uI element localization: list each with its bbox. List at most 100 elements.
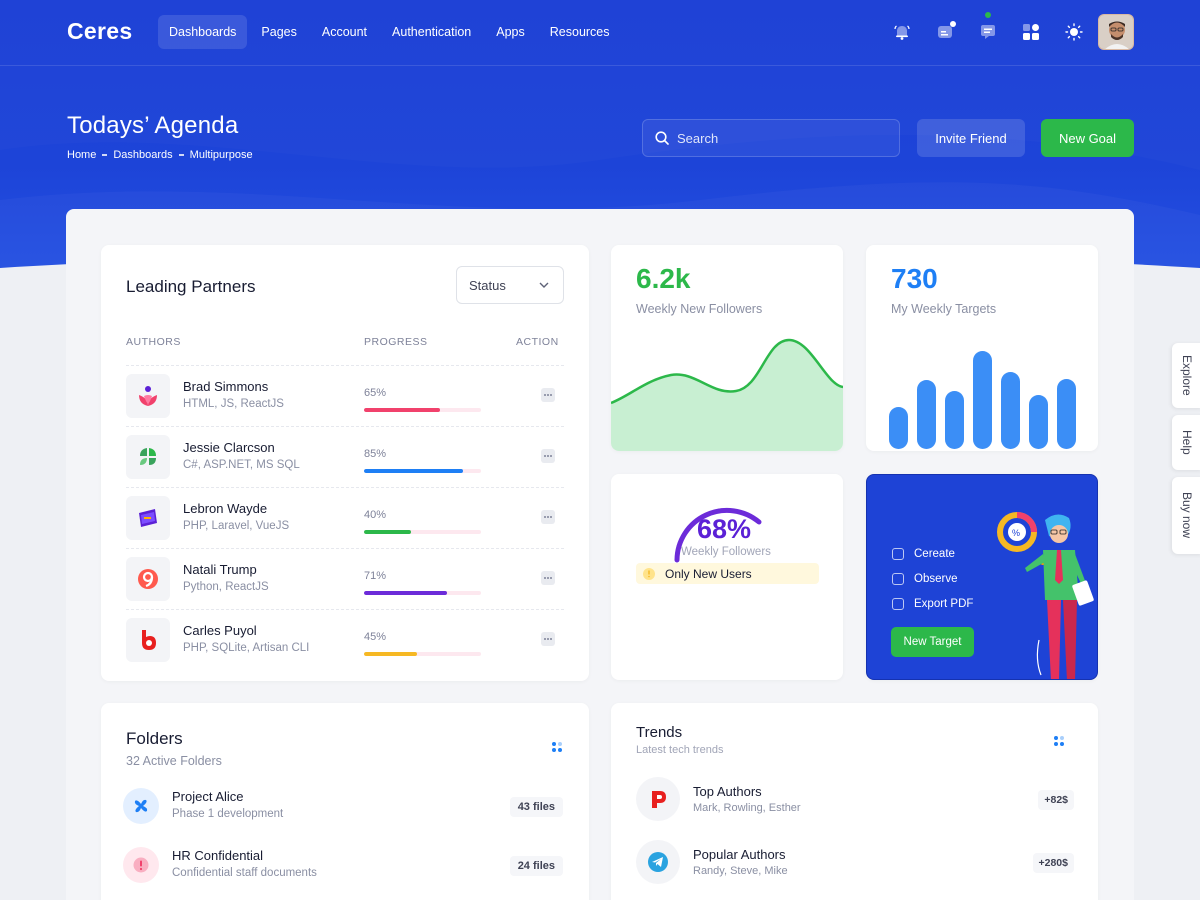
gauge-value: 68% xyxy=(697,514,752,544)
side-tab-explore[interactable]: Explore xyxy=(1172,343,1200,408)
partner-name[interactable]: Jessie Clarcson xyxy=(183,440,275,455)
folder-name[interactable]: Project Alice xyxy=(172,789,244,804)
column-header-authors: AUTHORS xyxy=(126,336,181,348)
leading-partners-card: Leading Partners Status AUTHORS PROGRESS… xyxy=(101,245,589,681)
partner-row: Natali Trump Python, ReactJS 71% xyxy=(126,548,564,609)
status-dropdown-value: Status xyxy=(469,277,506,293)
checklist-item[interactable]: Export PDF xyxy=(892,598,973,610)
folder-name[interactable]: HR Confidential xyxy=(172,848,264,863)
breadcrumb-home[interactable]: Home xyxy=(67,149,97,161)
side-tab-help[interactable]: Help xyxy=(1172,415,1200,470)
folder-item[interactable]: HR Confidential Confidential staff docum… xyxy=(123,847,563,897)
sun-icon[interactable] xyxy=(1058,16,1090,48)
side-tab-buy-now[interactable]: Buy now xyxy=(1172,477,1200,554)
progress-bar xyxy=(364,469,481,473)
card-subtitle: Latest tech trends xyxy=(636,744,724,756)
folder-icon xyxy=(123,788,159,824)
apps-grid-icon[interactable] xyxy=(1015,16,1047,48)
breadcrumb: Home Dashboards Multipurpose xyxy=(67,149,253,161)
checklist-item[interactable]: Observe xyxy=(892,573,957,585)
invite-friend-button[interactable]: Invite Friend xyxy=(917,119,1025,157)
more-actions-button[interactable] xyxy=(541,449,555,463)
online-dot xyxy=(985,12,991,18)
followers-label: Weekly New Followers xyxy=(636,302,763,316)
page-title: Todays’ Agenda xyxy=(67,112,239,139)
nav-item-account[interactable]: Account xyxy=(321,25,368,39)
status-dropdown[interactable]: Status xyxy=(456,266,564,304)
trend-description: Mark, Rowling, Esther xyxy=(693,802,801,814)
gauge-arc xyxy=(674,507,762,563)
breadcrumb-separator xyxy=(102,154,108,156)
trend-value-badge: +82$ xyxy=(1038,790,1074,810)
ellipsis-icon xyxy=(544,638,552,640)
checklist-item[interactable]: Cereate xyxy=(892,548,955,560)
folder-item[interactable]: Project Alice Phase 1 development 43 fil… xyxy=(123,788,563,838)
chat-icon[interactable] xyxy=(929,16,961,48)
weekly-followers-gauge-card: 68% Weekly Followers Only New Users xyxy=(611,474,843,680)
user-avatar[interactable] xyxy=(1098,14,1134,50)
checkbox-icon xyxy=(892,573,904,585)
trend-logo xyxy=(636,777,680,821)
trend-name[interactable]: Popular Authors xyxy=(693,847,786,862)
message-icon[interactable] xyxy=(972,12,1004,48)
partner-logo xyxy=(126,496,170,540)
nav-item-apps[interactable]: Apps xyxy=(496,25,525,39)
partner-row: Carles Puyol PHP, SQLite, Artisan CLI 45… xyxy=(126,609,564,670)
breadcrumb-dashboards[interactable]: Dashboards xyxy=(113,149,173,161)
progress-percent: 65% xyxy=(364,387,387,399)
svg-text:%: % xyxy=(1012,528,1020,538)
partner-name[interactable]: Brad Simmons xyxy=(183,379,269,394)
new-target-button[interactable]: New Target xyxy=(891,627,974,657)
more-actions-button[interactable] xyxy=(541,632,555,646)
ellipsis-icon xyxy=(544,455,552,457)
nav-item-dashboards[interactable]: Dashboards xyxy=(158,15,248,49)
targets-bar-chart xyxy=(889,351,1076,449)
topbar-icons xyxy=(886,12,1101,48)
partner-name[interactable]: Carles Puyol xyxy=(183,623,257,638)
new-goal-button[interactable]: New Goal xyxy=(1041,119,1134,157)
checkbox-icon xyxy=(892,598,904,610)
p-logo-icon xyxy=(652,791,666,808)
nav-item-resources[interactable]: Resources xyxy=(549,25,610,39)
partner-skills: C#, ASP.NET, MS SQL xyxy=(183,459,300,471)
app-logo[interactable]: Ceres xyxy=(67,18,133,44)
trend-item[interactable]: Top Authors Mark, Rowling, Esther +82$ xyxy=(636,777,1074,823)
more-actions-button[interactable] xyxy=(541,571,555,585)
more-actions-button[interactable] xyxy=(541,388,555,402)
targets-label: My Weekly Targets xyxy=(891,302,997,316)
partner-skills: Python, ReactJS xyxy=(183,581,269,593)
targets-value: 730 xyxy=(891,263,938,294)
nav-item-pages[interactable]: Pages xyxy=(261,25,297,39)
partner-skills: PHP, SQLite, Artisan CLI xyxy=(183,642,310,654)
card-subtitle: 32 Active Folders xyxy=(126,754,222,768)
side-tab-label: Buy now xyxy=(1180,492,1194,539)
followers-value: 6.2k xyxy=(636,263,691,294)
telegram-icon xyxy=(648,852,668,872)
folder-icon xyxy=(123,847,159,883)
nav-item-authentication[interactable]: Authentication xyxy=(392,25,472,39)
card-menu-icon[interactable] xyxy=(551,741,563,753)
card-menu-icon[interactable] xyxy=(1053,735,1065,747)
bell-icon[interactable] xyxy=(886,16,918,48)
person-illustration: % xyxy=(997,512,1094,679)
trend-name[interactable]: Top Authors xyxy=(693,784,762,799)
partner-name[interactable]: Natali Trump xyxy=(183,562,257,577)
folder-description: Confidential staff documents xyxy=(172,867,317,879)
notification-dot xyxy=(950,21,956,27)
folders-card: Folders 32 Active Folders Project Alice … xyxy=(101,703,589,900)
progress-bar-fill xyxy=(364,530,411,534)
progress-percent: 45% xyxy=(364,631,387,643)
checklist-label: Observe xyxy=(914,573,958,585)
more-actions-button[interactable] xyxy=(541,510,555,524)
search-input[interactable] xyxy=(677,130,877,146)
progress-percent: 85% xyxy=(364,448,387,460)
targets-card: 730 My Weekly Targets xyxy=(866,245,1098,451)
progress-bar-fill xyxy=(364,469,464,473)
card-title: Trends xyxy=(636,724,683,741)
progress-bar xyxy=(364,530,481,534)
partner-name[interactable]: Lebron Wayde xyxy=(183,501,268,516)
search-box[interactable] xyxy=(642,119,900,157)
trend-item[interactable]: Popular Authors Randy, Steve, Mike +280$ xyxy=(636,840,1074,886)
warning-icon xyxy=(643,567,655,580)
alert-icon xyxy=(133,857,149,873)
